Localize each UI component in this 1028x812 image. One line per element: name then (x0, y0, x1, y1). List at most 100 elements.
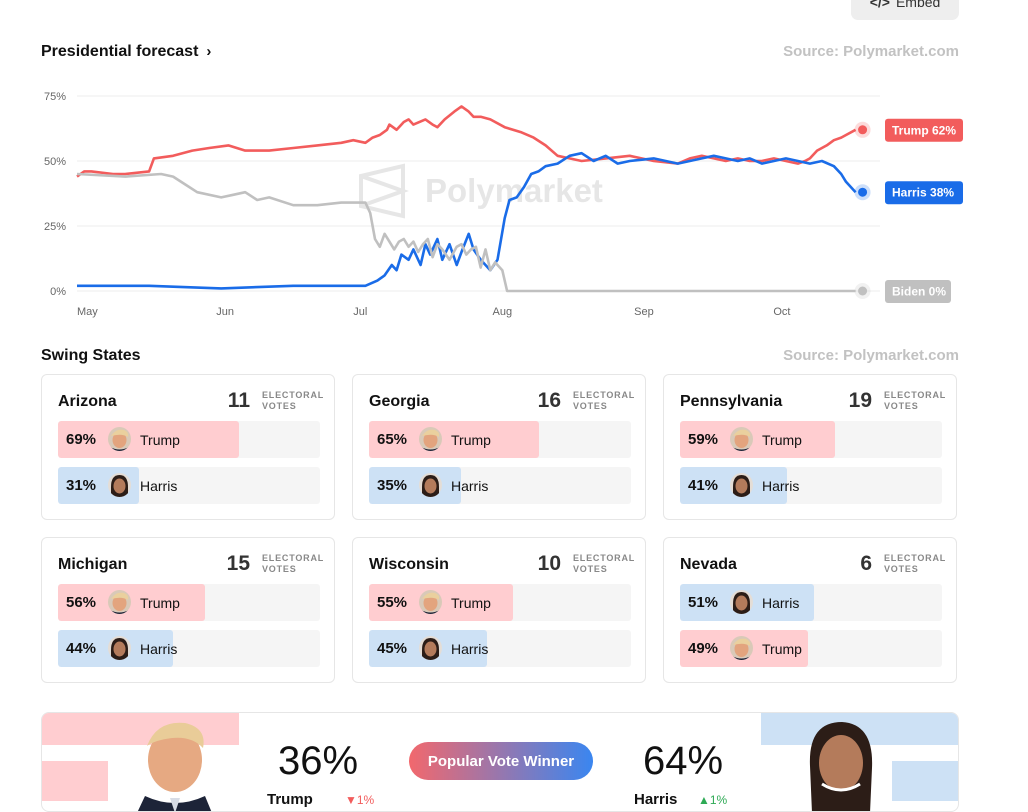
popular-vote-winner-pill[interactable]: Popular Vote Winner (409, 742, 593, 780)
harris-avatar (419, 473, 442, 497)
y-tick-label: 50% (44, 156, 66, 168)
series-end-dot (858, 187, 868, 197)
harris-avatar (730, 590, 753, 614)
trump-avatar (730, 636, 753, 660)
forecast-source: Source: Polymarket.com (783, 43, 959, 60)
candidate-name: Trump (451, 432, 491, 448)
candidate-pct: 56% (66, 594, 97, 611)
electoral-votes-label: ELECTORAL VOTES (573, 553, 635, 575)
probability-fill (58, 584, 205, 621)
candidate-bar-harris[interactable]: 31% Harris (58, 467, 320, 504)
candidate-name: Trump (451, 595, 491, 611)
chevron-right-icon: › (206, 43, 212, 60)
state-name: Wisconsin (369, 556, 449, 573)
series-label-biden: Biden 0% (885, 280, 951, 303)
trump-bar-bottom (42, 761, 108, 801)
electoral-label-line1: ELECTORAL (573, 390, 636, 400)
polymarket-logo-icon (359, 163, 409, 219)
state-name: Nevada (680, 556, 737, 573)
x-tick-label: Jun (216, 306, 234, 318)
candidate-name: Harris (140, 478, 178, 494)
candidate-name: Trump (140, 595, 180, 611)
trump-avatar (419, 427, 442, 451)
x-tick-label: May (77, 306, 98, 318)
candidate-bar-trump[interactable]: 56% Trump (58, 584, 320, 621)
candidate-bar-trump[interactable]: 49% Trump (680, 630, 942, 667)
state-card-michigan[interactable]: Michigan 15 ELECTORAL VOTES 56% Trump 44% Harri… (41, 537, 335, 683)
candidate-bar-trump[interactable]: 59% Trump (680, 421, 942, 458)
state-name: Michigan (58, 556, 128, 573)
candidate-name: Trump (762, 641, 802, 657)
series-label-bg (885, 181, 963, 205)
candidate-pct: 49% (688, 640, 719, 657)
candidate-name: Harris (762, 595, 800, 611)
y-tick-label: 75% (44, 91, 66, 103)
state-card-georgia[interactable]: Georgia 16 ELECTORAL VOTES 65% Trump 35% Harris (352, 374, 646, 520)
trump-portrait (137, 722, 212, 811)
candidate-bar-trump[interactable]: 65% Trump (369, 421, 631, 458)
electoral-votes: 10 (537, 552, 561, 575)
chart-lines (76, 105, 871, 299)
candidate-name: Trump (762, 432, 802, 448)
state-card-arizona[interactable]: Arizona 11 ELECTORAL VOTES 69% Trump 31% Harris (41, 374, 335, 520)
candidate-name: Harris (140, 641, 178, 657)
harris-avatar (108, 636, 131, 660)
probability-fill (369, 467, 461, 504)
electoral-label-line2: VOTES (262, 564, 297, 574)
trump-avatar (108, 590, 131, 614)
electoral-votes-label: ELECTORAL VOTES (884, 553, 946, 575)
state-card-pennsylvania[interactable]: Pennsylvania 19 ELECTORAL VOTES 59% Trump 41% H… (663, 374, 957, 520)
candidate-bar-harris[interactable]: 45% Harris (369, 630, 631, 667)
state-name: Arizona (58, 393, 117, 410)
electoral-label-line2: VOTES (262, 401, 297, 411)
harris-avatar (419, 636, 442, 660)
candidate-bar-harris[interactable]: 35% Harris (369, 467, 631, 504)
popular-vote-card: 36% Trump ▼1% Popular Vote Winner 64% Ha… (41, 712, 959, 812)
series-label-harris: Harris 38% (885, 181, 963, 205)
candidate-pct: 41% (688, 477, 719, 494)
x-tick-label: Aug (493, 306, 513, 318)
electoral-votes: 19 (848, 389, 872, 412)
series-label-text: Harris 38% (892, 186, 954, 200)
electoral-label-line2: VOTES (573, 401, 608, 411)
electoral-label-line1: ELECTORAL (262, 390, 325, 400)
electoral-votes: 16 (537, 389, 561, 412)
series-label-trump: Trump 62% (885, 118, 963, 142)
series-label-text: Biden 0% (892, 285, 946, 299)
swing-title: Swing States (41, 347, 141, 364)
candidate-bar-harris[interactable]: 51% Harris (680, 584, 942, 621)
candidate-bar-trump[interactable]: 55% Trump (369, 584, 631, 621)
embed-button[interactable]: </> Embed (851, 0, 959, 20)
embed-label: Embed (895, 0, 941, 10)
candidate-bar-harris[interactable]: 44% Harris (58, 630, 320, 667)
candidate-pct: 55% (377, 594, 408, 611)
candidate-bar-harris[interactable]: 41% Harris (680, 467, 942, 504)
forecast-title-link[interactable]: Presidential forecast › (41, 43, 211, 61)
series-line-harris (77, 151, 857, 290)
electoral-votes: 15 (226, 552, 250, 575)
candidate-pct: 51% (688, 594, 719, 611)
forecast-title: Presidential forecast (41, 43, 199, 60)
electoral-label-line2: VOTES (884, 564, 919, 574)
x-tick-label: Sep (634, 306, 654, 318)
harris-avatar (108, 473, 131, 497)
electoral-label-line1: ELECTORAL (573, 553, 636, 563)
state-card-wisconsin[interactable]: Wisconsin 10 ELECTORAL VOTES 55% Trump 45% Harr… (352, 537, 646, 683)
candidate-name: Harris (762, 478, 800, 494)
state-card-nevada[interactable]: Nevada 6 ELECTORAL VOTES 51% Harris 49% Trump (663, 537, 957, 683)
state-name: Georgia (369, 393, 430, 410)
candidate-bar-trump[interactable]: 69% Trump (58, 421, 320, 458)
candidate-pct: 65% (377, 431, 408, 448)
electoral-label-line1: ELECTORAL (262, 553, 325, 563)
harris-portrait (809, 722, 873, 811)
watermark-text: Polymarket (425, 172, 603, 209)
code-icon: </> (869, 0, 890, 10)
trump-avatar (419, 590, 442, 614)
candidate-name: Harris (451, 478, 489, 494)
watermark: Polymarket (359, 163, 603, 219)
trump-popular-pct: 36% (278, 739, 359, 783)
series-line-biden (76, 172, 856, 293)
electoral-votes: 6 (860, 552, 872, 575)
y-tick-label: 25% (44, 221, 66, 233)
electoral-votes-label: ELECTORAL VOTES (884, 390, 946, 412)
